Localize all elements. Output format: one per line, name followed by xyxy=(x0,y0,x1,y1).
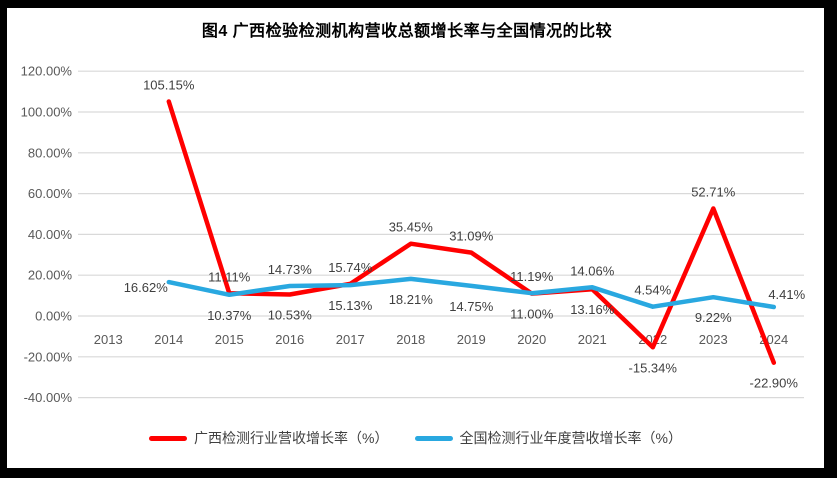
x-axis-label: 2013 xyxy=(94,332,123,347)
data-label: 15.13% xyxy=(328,298,373,313)
x-axis-label: 2021 xyxy=(578,332,607,347)
data-label: 4.41% xyxy=(768,287,805,302)
data-label: -15.34% xyxy=(629,360,678,375)
x-axis-label: 2019 xyxy=(457,332,486,347)
data-label: 9.22% xyxy=(695,310,732,325)
y-axis-label: 100.00% xyxy=(21,105,73,120)
x-axis-label: 2020 xyxy=(517,332,546,347)
blue-line-swatch-icon xyxy=(414,435,453,441)
data-label: 14.75% xyxy=(449,299,494,314)
y-axis-label: -40.00% xyxy=(24,390,73,405)
x-axis-label: 2015 xyxy=(215,332,244,347)
legend-item-guangxi: 广西检测行业营收增长率（%） xyxy=(149,428,389,448)
data-label: 10.37% xyxy=(207,308,252,323)
legend-label-national: 全国检测行业年度营收增长率（%） xyxy=(459,430,682,446)
x-axis-label: 2017 xyxy=(336,332,365,347)
y-axis-label: 80.00% xyxy=(28,145,73,160)
y-axis-label: 60.00% xyxy=(28,186,73,201)
series-line-national xyxy=(166,276,777,310)
data-label: 18.21% xyxy=(389,292,434,307)
y-axis-label: 20.00% xyxy=(28,268,73,283)
data-label: 15.74% xyxy=(328,260,373,275)
data-label: 52.71% xyxy=(691,184,736,199)
y-axis-label: 40.00% xyxy=(28,227,73,242)
x-axis-label: 2023 xyxy=(699,332,728,347)
data-label: 10.53% xyxy=(268,308,313,323)
data-label: -22.90% xyxy=(750,376,799,391)
data-label: 35.45% xyxy=(389,220,434,235)
data-label: 105.15% xyxy=(143,77,195,92)
chart-legend: 广西检测行业营收增长率（%） 全国检测行业年度营收增长率（%） xyxy=(7,428,824,448)
data-label: 13.16% xyxy=(570,302,615,317)
chart-panel xyxy=(7,8,824,468)
data-label: 11.11% xyxy=(208,269,251,284)
y-axis-label: -20.00% xyxy=(24,349,73,364)
legend-label-guangxi: 广西检测行业营收增长率（%） xyxy=(194,430,389,446)
x-axis-label: 2016 xyxy=(275,332,304,347)
data-label: 16.62% xyxy=(124,280,169,295)
y-axis-label: 120.00% xyxy=(21,64,73,79)
data-label: 31.09% xyxy=(449,229,494,244)
chart-title: 图4 广西检验检测机构营收总额增长率与全国情况的比较 xyxy=(201,23,613,40)
x-axis-label: 2018 xyxy=(396,332,425,347)
y-axis-label: 0.00% xyxy=(35,309,72,324)
series-line-guangxi xyxy=(166,99,777,365)
data-label: 14.73% xyxy=(268,262,313,277)
data-label: 14.06% xyxy=(570,263,615,278)
data-label: 11.00% xyxy=(510,307,554,322)
x-axis-label: 2014 xyxy=(154,332,183,347)
red-line-swatch-icon xyxy=(149,435,188,441)
data-label: 4.54% xyxy=(634,283,671,298)
legend-item-national: 全国检测行业年度营收增长率（%） xyxy=(414,428,682,448)
data-label: 11.19% xyxy=(510,269,554,284)
